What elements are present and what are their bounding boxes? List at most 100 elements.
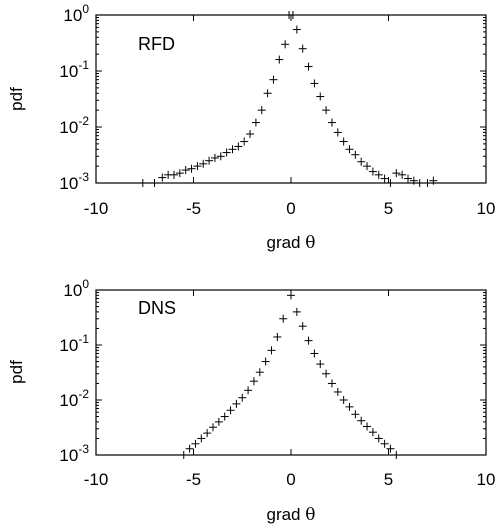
y-tick-label: 10-3 [59, 442, 89, 465]
y-tick-label: 10-1 [59, 58, 89, 81]
data-point [310, 349, 319, 358]
data-point [404, 174, 412, 183]
data-points [138, 11, 438, 187]
x-tick-label: 10 [477, 199, 496, 218]
data-point [222, 148, 231, 157]
data-point [374, 434, 383, 443]
data-point [368, 428, 377, 437]
data-point [179, 451, 188, 459]
x-tick-label: 10 [477, 470, 496, 489]
axis-ticks [95, 14, 487, 184]
data-point [255, 368, 264, 377]
data-point [357, 416, 366, 425]
data-point [246, 129, 255, 138]
data-point [327, 379, 336, 388]
y-tick-base: 10 [59, 118, 78, 137]
data-point [386, 179, 395, 187]
data-point [322, 106, 331, 115]
x-tick-label: 0 [286, 199, 295, 218]
data-point [298, 322, 307, 331]
x-tick-label: -5 [186, 199, 201, 218]
y-tick-exponent: -1 [78, 332, 89, 346]
x-tick-label: -10 [84, 470, 109, 489]
y-tick-label: 10-2 [59, 114, 89, 137]
data-point [298, 44, 307, 53]
data-point [205, 156, 214, 165]
data-point [363, 422, 372, 431]
data-point [351, 150, 360, 159]
data-point [220, 412, 229, 421]
data-point [269, 75, 278, 84]
data-point [175, 169, 184, 178]
y-tick-label: 100 [63, 277, 89, 300]
data-point [228, 145, 237, 154]
data-point [415, 179, 424, 187]
data-point [287, 291, 295, 300]
y-tick-label: 10-1 [59, 332, 89, 355]
y-axis-label: pdf [7, 360, 26, 384]
data-point [267, 346, 276, 355]
data-point [187, 164, 196, 173]
x-tick-label: 0 [286, 470, 295, 489]
x-tick-labels: -10 -5 0 5 10 [84, 470, 496, 489]
data-point [273, 332, 282, 341]
y-tick-label: 10-3 [59, 170, 89, 193]
data-point [197, 434, 206, 443]
data-point [150, 179, 159, 187]
y-tick-base: 10 [59, 174, 78, 193]
data-point [345, 402, 354, 411]
data-point [240, 137, 249, 146]
y-tick-exponent: -1 [78, 58, 89, 72]
data-point [191, 439, 200, 448]
x-tick-label: -5 [186, 470, 201, 489]
data-point [316, 360, 325, 369]
axis-ticks [95, 289, 487, 456]
data-point [251, 118, 260, 127]
data-point [263, 89, 272, 98]
data-point [257, 106, 266, 115]
data-point [368, 167, 377, 176]
data-point [392, 169, 401, 178]
data-point [214, 417, 223, 426]
y-tick-exponent: -2 [78, 114, 89, 128]
data-point [333, 128, 342, 137]
data-point [170, 170, 178, 179]
x-tick-labels: -10 -5 0 5 10 [84, 199, 496, 218]
data-point [423, 179, 432, 187]
y-tick-exponent: -3 [78, 170, 89, 184]
data-point [374, 170, 383, 179]
x-tick-label: 5 [384, 470, 393, 489]
data-point [138, 179, 147, 187]
x-axis-label: grad θ [266, 505, 315, 525]
y-tick-exponent: -3 [78, 442, 89, 456]
data-point [386, 444, 395, 453]
data-point [392, 451, 401, 459]
panel-label: DNS [138, 298, 176, 318]
y-tick-exponent: 0 [82, 2, 89, 16]
data-point [193, 162, 202, 171]
x-tick-label: -10 [84, 199, 109, 218]
data-point [209, 423, 217, 432]
data-point [238, 393, 247, 402]
y-tick-base: 10 [59, 446, 78, 465]
y-tick-label: 10-2 [59, 387, 89, 410]
data-point [281, 40, 290, 49]
data-point [310, 79, 319, 88]
data-point [288, 11, 297, 19]
y-tick-base: 10 [59, 391, 78, 410]
data-point [380, 439, 389, 448]
y-tick-exponent: 0 [82, 277, 89, 291]
data-point [279, 314, 288, 323]
y-tick-label: 100 [63, 2, 89, 25]
data-point [322, 369, 331, 378]
data-point [181, 166, 190, 175]
data-points [179, 291, 401, 459]
y-tick-base: 10 [63, 6, 82, 25]
data-point [357, 157, 366, 166]
x-tick-label: 5 [384, 199, 393, 218]
data-point [351, 410, 360, 419]
data-point [210, 153, 219, 162]
